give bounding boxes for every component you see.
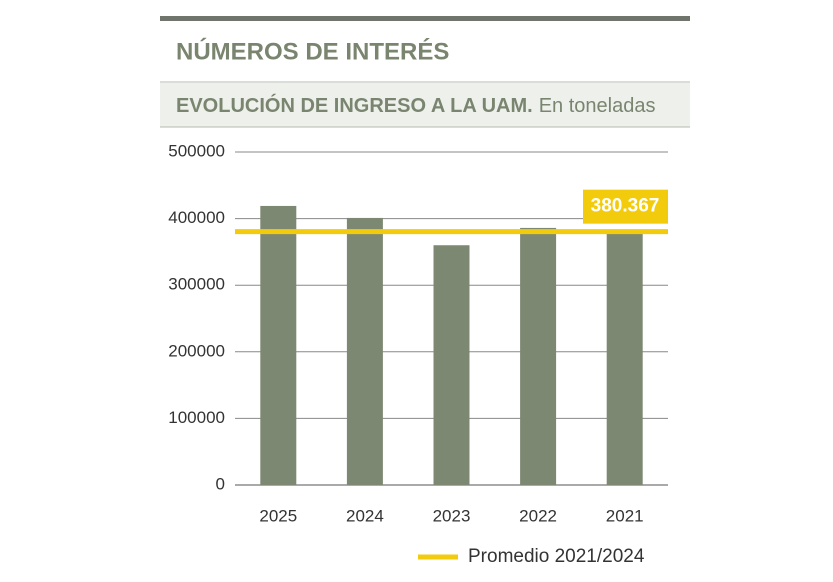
y-tick-label: 100000 — [168, 408, 225, 427]
subtitle-band — [160, 83, 690, 127]
header: NÚMEROS DE INTERÉS — [176, 37, 449, 65]
bar — [433, 245, 470, 485]
x-tick-label: 2022 — [519, 506, 557, 525]
average-label-box — [583, 189, 668, 224]
title: EVOLUCIÓN DE INGRESO A LA UAM. — [176, 93, 533, 117]
x-tick-label: 2024 — [346, 506, 384, 525]
x-tick-label: 2025 — [259, 506, 297, 525]
y-tick-label: 300000 — [168, 275, 225, 294]
y-tick-label: 500000 — [168, 141, 225, 160]
average-label: 380.367 — [591, 196, 660, 217]
subtitle: EVOLUCIÓN DE INGRESO A LA UAM. En tonelad… — [176, 93, 655, 117]
unit-note: En toneladas — [539, 95, 656, 117]
y-tick-label: 200000 — [168, 341, 225, 360]
bar — [520, 227, 557, 485]
y-tick-label: 400000 — [168, 208, 225, 227]
y-tick-label: 0 — [216, 474, 225, 493]
legend-label: Promedio 2021/2024 — [468, 546, 645, 567]
bar — [260, 205, 297, 486]
bar — [606, 231, 643, 485]
x-tick-label: 2021 — [606, 506, 644, 525]
bar — [346, 217, 383, 485]
x-tick-label: 2023 — [433, 506, 471, 525]
top-rule — [160, 16, 690, 21]
